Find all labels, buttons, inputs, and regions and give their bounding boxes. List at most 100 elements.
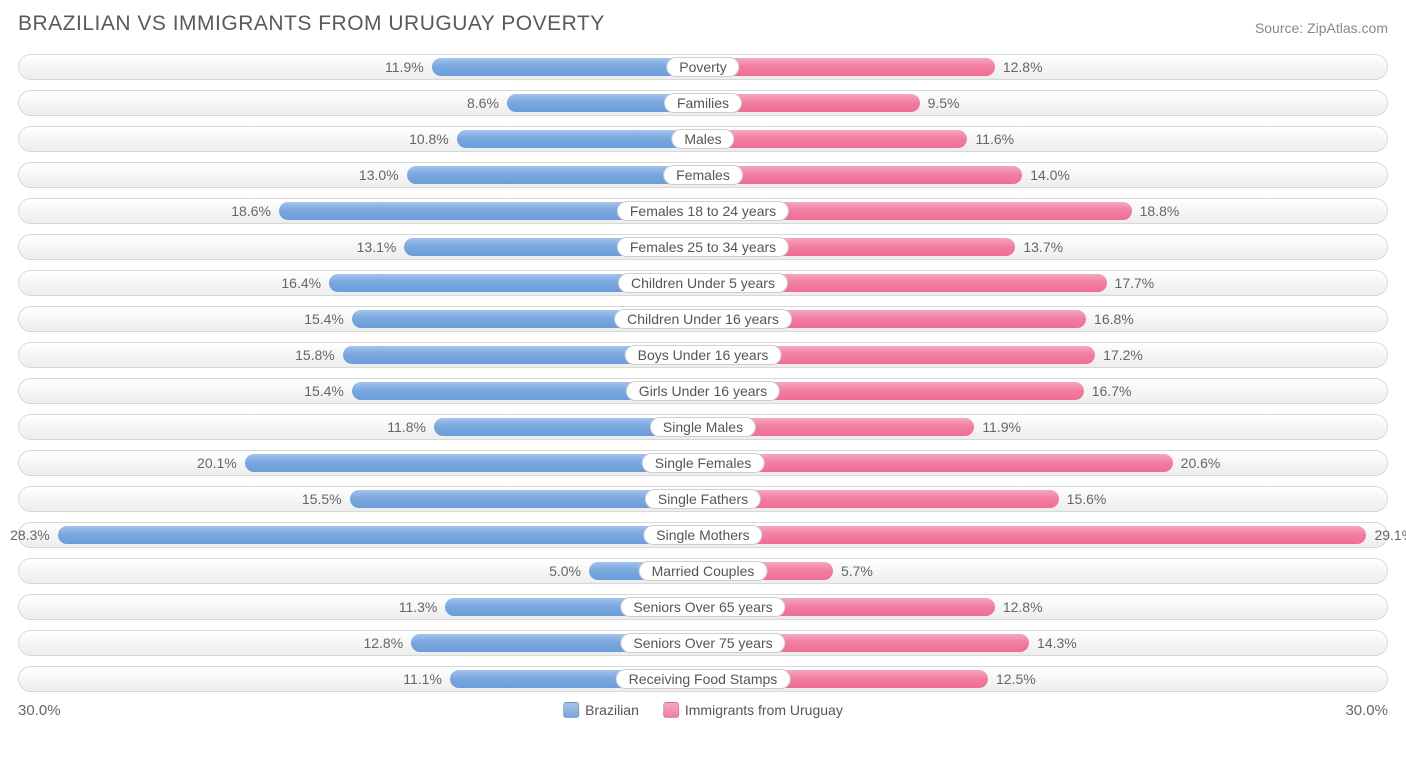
value-right: 14.0% [1030, 163, 1070, 187]
bar-right [703, 454, 1173, 472]
category-label: Children Under 5 years [618, 273, 788, 293]
category-label: Children Under 16 years [614, 309, 792, 329]
category-label: Single Males [650, 417, 756, 437]
row-left-half: 11.1% [19, 667, 703, 691]
row-left-half: 15.4% [19, 379, 703, 403]
value-left: 13.0% [359, 163, 399, 187]
row-left-half: 11.9% [19, 55, 703, 79]
row-right-half: 16.8% [703, 307, 1387, 331]
bar-left [407, 166, 703, 184]
category-label: Seniors Over 65 years [620, 597, 785, 617]
axis-max-left: 30.0% [18, 702, 61, 719]
bar-right [703, 130, 967, 148]
legend-item-left: Brazilian [563, 702, 639, 718]
chart-row: 5.0%5.7%Married Couples [18, 558, 1388, 584]
value-left: 5.0% [549, 559, 581, 583]
value-right: 17.7% [1115, 271, 1155, 295]
bar-right [703, 58, 995, 76]
row-right-half: 12.8% [703, 595, 1387, 619]
value-left: 13.1% [357, 235, 397, 259]
chart-row: 11.3%12.8%Seniors Over 65 years [18, 594, 1388, 620]
value-left: 16.4% [281, 271, 321, 295]
category-label: Receiving Food Stamps [616, 669, 791, 689]
bar-right [703, 166, 1022, 184]
value-left: 15.5% [302, 487, 342, 511]
row-left-half: 15.8% [19, 343, 703, 367]
axis-max-right: 30.0% [1345, 702, 1388, 719]
category-label: Females [663, 165, 743, 185]
chart-row: 15.5% 15.6% Single Fathers [18, 486, 1388, 512]
chart-header: BRAZILIAN VS IMMIGRANTS FROM URUGUAY POV… [18, 12, 1388, 36]
chart-row: 16.4% 17.7% Children Under 5 years [18, 270, 1388, 296]
row-right-half: 16.7% [703, 379, 1387, 403]
chart-row: 8.6%9.5%Families [18, 90, 1388, 116]
chart-row: 15.8% 17.2% Boys Under 16 years [18, 342, 1388, 368]
chart-row: 13.1%13.7%Females 25 to 34 years [18, 234, 1388, 260]
value-left: 18.6% [231, 199, 271, 223]
legend-label-right: Immigrants from Uruguay [685, 702, 843, 718]
chart-row: 11.9% 12.8%Poverty [18, 54, 1388, 80]
bar-left [245, 454, 703, 472]
bar-left [58, 526, 703, 544]
value-right: 15.6% [1067, 487, 1107, 511]
legend-item-right: Immigrants from Uruguay [663, 702, 843, 718]
row-right-half: 12.5% [703, 667, 1387, 691]
row-left-half: 10.8% [19, 127, 703, 151]
row-left-half: 15.4% [19, 307, 703, 331]
value-left: 8.6% [467, 91, 499, 115]
chart-row: 15.4% 16.7% Girls Under 16 years [18, 378, 1388, 404]
value-right: 13.7% [1023, 235, 1063, 259]
value-right: 11.6% [975, 127, 1014, 151]
chart-source: Source: ZipAtlas.com [1255, 20, 1388, 36]
category-label: Single Females [642, 453, 765, 473]
chart-row: 28.3%29.1%Single Mothers [18, 522, 1388, 548]
category-label: Single Mothers [643, 525, 762, 545]
value-left: 15.8% [295, 343, 335, 367]
legend: Brazilian Immigrants from Uruguay [563, 702, 843, 718]
value-right: 5.7% [841, 559, 873, 583]
row-right-half: 11.6% [703, 127, 1387, 151]
value-right: 20.6% [1181, 451, 1221, 475]
category-label: Boys Under 16 years [625, 345, 782, 365]
row-right-half: 13.7% [703, 235, 1387, 259]
value-left: 10.8% [409, 127, 449, 151]
row-left-half: 12.8% [19, 631, 703, 655]
value-left: 20.1% [197, 451, 237, 475]
category-label: Poverty [666, 57, 739, 77]
chart-row: 18.6%18.8%Females 18 to 24 years [18, 198, 1388, 224]
row-right-half: 18.8% [703, 199, 1387, 223]
row-right-half: 9.5% [703, 91, 1387, 115]
row-right-half: 29.1% [703, 523, 1387, 547]
value-left: 11.9% [385, 55, 424, 79]
row-left-half: 13.1% [19, 235, 703, 259]
row-left-half: 13.0% [19, 163, 703, 187]
row-right-half: 11.9% [703, 415, 1387, 439]
row-right-half: 20.6% [703, 451, 1387, 475]
category-label: Single Fathers [645, 489, 761, 509]
row-left-half: 11.3% [19, 595, 703, 619]
chart-row: 11.8%11.9%Single Males [18, 414, 1388, 440]
chart-row: 13.0% 14.0% Females [18, 162, 1388, 188]
category-label: Girls Under 16 years [626, 381, 780, 401]
chart-row: 10.8% 11.6% Males [18, 126, 1388, 152]
row-right-half: 12.8% [703, 55, 1387, 79]
category-label: Males [671, 129, 734, 149]
row-right-half: 15.6% [703, 487, 1387, 511]
chart-row: 12.8%14.3%Seniors Over 75 years [18, 630, 1388, 656]
row-left-half: 18.6% [19, 199, 703, 223]
value-right: 17.2% [1103, 343, 1143, 367]
value-left: 12.8% [363, 631, 403, 655]
chart-footer: 30.0% Brazilian Immigrants from Uruguay … [18, 702, 1388, 726]
bar-left [457, 130, 703, 148]
legend-swatch-right [663, 702, 679, 718]
bar-left [432, 58, 703, 76]
value-left: 15.4% [304, 307, 344, 331]
value-left: 15.4% [304, 379, 344, 403]
value-right: 16.7% [1092, 379, 1132, 403]
value-right: 12.5% [996, 667, 1036, 691]
chart-row: 20.1% 20.6% Single Females [18, 450, 1388, 476]
diverging-bar-chart: 11.9%12.8%Poverty8.6%9.5%Families10.8%11… [18, 54, 1388, 692]
row-left-half: 20.1% [19, 451, 703, 475]
row-right-half: 17.2% [703, 343, 1387, 367]
value-left: 28.3% [10, 523, 50, 547]
